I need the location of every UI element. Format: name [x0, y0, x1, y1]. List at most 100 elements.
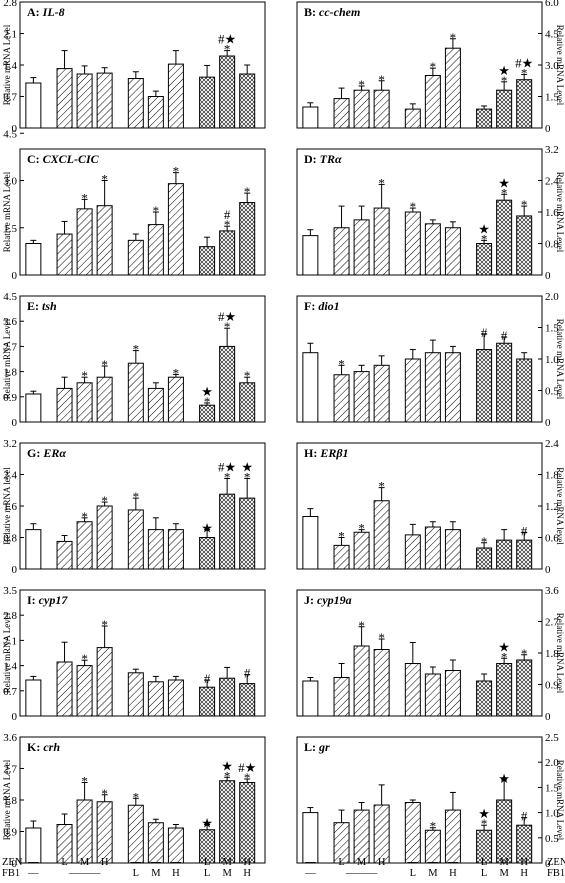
zen-label: M [499, 857, 509, 868]
bar [353, 219, 370, 276]
bar [167, 679, 184, 717]
bar [147, 681, 164, 717]
y-tick-label: 3.0 [545, 60, 559, 72]
y-tick-label: 1.8 [545, 648, 559, 660]
bar [127, 239, 144, 276]
bar [353, 531, 370, 570]
bar [127, 672, 144, 717]
bar [25, 82, 42, 129]
zen-label: M [357, 857, 367, 868]
y-tick-label: 2.7 [3, 764, 17, 776]
zen-label: — [170, 857, 182, 868]
significance-mark: # [521, 523, 528, 538]
panel-b: 0 1.5 3.0 4.5 6.0 Relative mRNA Level B: cc-ch… [296, 0, 565, 135]
bar [76, 521, 93, 570]
panel-i: 0 0.7 1.4 2.1 2.8 3.5 Relative mRNA Level I: cy… [2, 585, 266, 723]
bar [373, 89, 390, 129]
panel-letter: F: [304, 299, 318, 313]
significance-mark: * [501, 185, 508, 200]
panel-letter: C: [27, 152, 43, 166]
bar [333, 544, 350, 570]
significance-mark: # [501, 328, 508, 343]
panel-title: L: gr [304, 740, 330, 754]
panel-letter: K: [27, 740, 43, 754]
y-tick-label: 0.8 [545, 239, 559, 251]
fb1-label: L [204, 868, 210, 878]
significance-mark: #★ [515, 55, 533, 70]
bar [199, 686, 216, 717]
y-tick-label: 1.8 [3, 795, 17, 807]
bar [167, 529, 184, 570]
y-tick-label: 1.8 [545, 470, 559, 482]
significance-mark: # [244, 666, 251, 681]
y-tick-label: 1.4 [3, 60, 17, 72]
y-tick-label: 3.2 [545, 144, 559, 156]
bar [219, 780, 236, 864]
y-tick-label: 1.8 [3, 367, 17, 379]
fb1-label: ——— [345, 868, 378, 878]
y-tick-label: 4.5 [545, 29, 559, 41]
y-tick-label: 4.5 [3, 128, 17, 140]
gene-name: dio1 [318, 299, 339, 313]
y-tick-label: 1.6 [3, 501, 17, 513]
zen-label: M [222, 857, 232, 868]
significance-mark: * [338, 529, 345, 544]
y-tick-label: 2.4 [545, 438, 559, 450]
bar [219, 345, 236, 423]
bar [476, 680, 493, 717]
significance-mark: * [244, 469, 251, 484]
bar [516, 215, 533, 276]
panel-title: F: dio1 [304, 299, 340, 313]
significance-mark: * [133, 789, 140, 804]
bar [147, 224, 164, 276]
bar [167, 183, 184, 276]
significance-mark: ★ [498, 639, 510, 654]
panel-g: 0 0.8 1.6 2.4 3.2 Relative mRNA level G: ERα * *… [2, 438, 266, 576]
significance-mark: * [378, 72, 385, 87]
bar [496, 199, 513, 276]
bar [424, 673, 441, 717]
y-tick-label: 1.5 [545, 323, 559, 335]
row-label-zen: ZEN [2, 857, 23, 868]
zen-label: — [130, 857, 142, 868]
y-tick-label: 2.0 [545, 291, 559, 303]
bar [333, 374, 350, 423]
bar [302, 235, 319, 276]
bar [219, 677, 236, 717]
y-axis-label: Relative mRNA Level [555, 319, 565, 400]
bar [96, 205, 113, 276]
bar [516, 358, 533, 423]
significance-mark: * [81, 651, 88, 666]
y-tick-label: 0 [545, 270, 551, 282]
significance-mark: * [101, 357, 108, 372]
bar [219, 230, 236, 276]
significance-mark: * [481, 534, 488, 549]
bar [25, 243, 42, 276]
gene-name: CXCL-CIC [43, 152, 100, 166]
bar [199, 246, 216, 276]
panel-letter: I: [27, 593, 39, 607]
bar [76, 382, 93, 423]
bar [404, 663, 421, 717]
panel-letter: J: [304, 593, 317, 607]
significance-mark: * [101, 786, 108, 801]
bar [404, 211, 421, 276]
panel-letter: H: [304, 446, 320, 460]
significance-mark: #★ [218, 309, 236, 324]
bar [239, 497, 256, 570]
y-tick-label: 1.2 [545, 501, 559, 513]
panel-letter: A: [27, 5, 43, 19]
y-tick-label: 0 [12, 123, 18, 135]
y-tick-label: 0 [545, 417, 551, 429]
significance-mark: * [481, 231, 488, 246]
bar [96, 647, 113, 717]
fb1-label: H [449, 868, 457, 878]
panel-l: 0 0.5 1.0 1.5 2.0 2.5 Relative mRNA Level L: gr… [296, 732, 565, 870]
y-tick-label: 1.0 [545, 354, 559, 366]
y-axis-label: Relative mRNA Level [2, 612, 12, 693]
panel-letter: E: [27, 299, 42, 313]
y-tick-label: 0 [545, 123, 551, 135]
y-tick-label: 2.5 [545, 732, 559, 744]
significance-mark: * [101, 172, 108, 187]
